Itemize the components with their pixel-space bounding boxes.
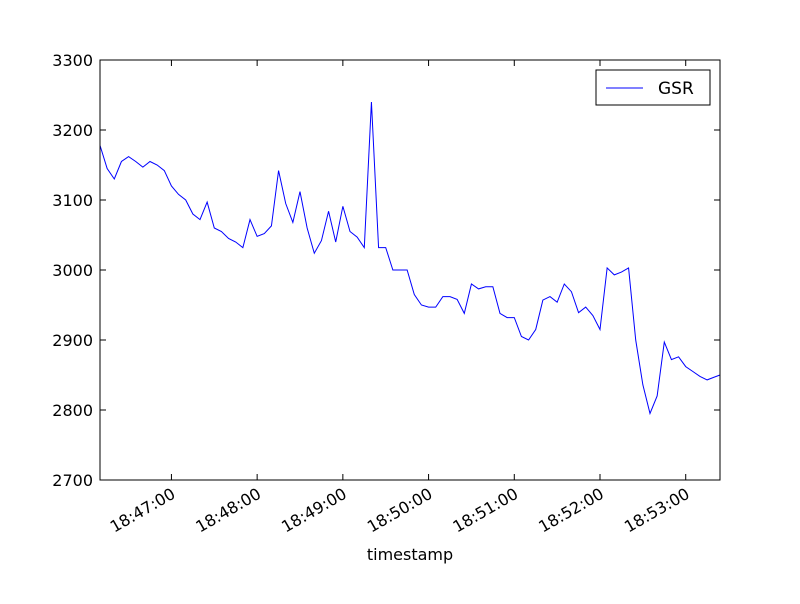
legend: GSR (595, 69, 711, 106)
x-tick-label: 18:49:00 (278, 484, 350, 536)
x-tick-label: 18:47:00 (107, 484, 179, 536)
y-tick-label: 3000 (52, 261, 93, 280)
y-tick-label: 2700 (52, 471, 93, 490)
y-tick-label: 3100 (52, 191, 93, 210)
y-tick-label: 3300 (52, 51, 93, 70)
x-tick-label: 18:51:00 (450, 484, 522, 536)
series-line-gsr (99, 101, 721, 416)
legend-label-gsr: GSR (658, 79, 694, 99)
y-tick-label: 2800 (52, 401, 93, 420)
x-tick-label: 18:50:00 (364, 484, 436, 536)
x-tick-label: 18:53:00 (621, 484, 693, 536)
x-axis-label: timestamp (367, 545, 453, 564)
y-tick-label: 3200 (52, 121, 93, 140)
plot-frame (99, 59, 721, 481)
plot-area (99, 101, 721, 416)
x-tick-label: 18:52:00 (535, 484, 607, 536)
x-tick-label: 18:48:00 (192, 484, 264, 536)
y-tick-label: 2900 (52, 331, 93, 350)
